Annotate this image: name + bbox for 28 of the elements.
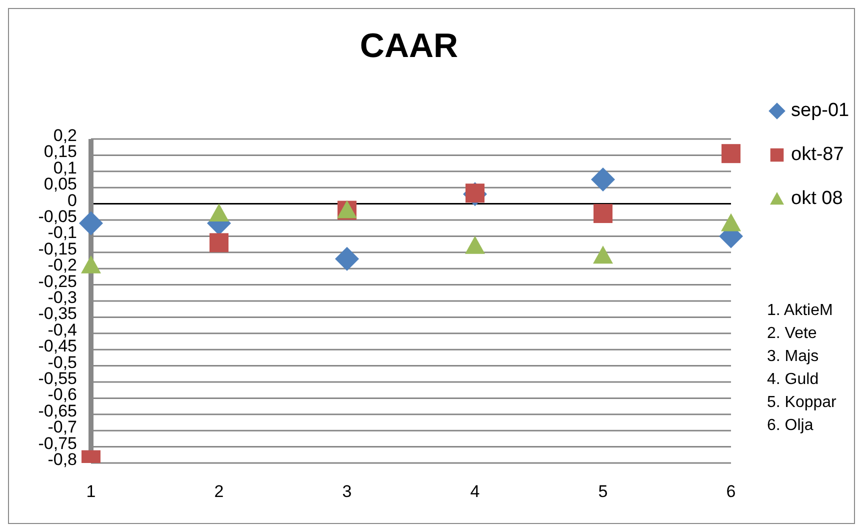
legend-label: okt 08 — [791, 188, 843, 210]
point — [594, 204, 612, 224]
x-tick-label: 1 — [86, 482, 96, 502]
point — [335, 246, 359, 271]
text: 4. Guld — [767, 370, 820, 390]
point — [209, 204, 229, 222]
point — [81, 255, 101, 274]
x-tick-label: 2 — [214, 482, 224, 502]
point — [591, 168, 615, 192]
text: 1. AktieM — [767, 301, 834, 321]
chart-title: CAAR — [358, 27, 460, 66]
text: 5. Koppar — [767, 393, 836, 413]
point — [210, 233, 228, 252]
point — [722, 144, 740, 164]
point — [593, 246, 613, 264]
text: 6. Olja — [767, 416, 814, 436]
legend-label: sep-01 — [791, 100, 850, 122]
point — [465, 236, 485, 254]
x-tick-label: 5 — [598, 482, 608, 502]
x-tick-label: 4 — [470, 482, 480, 502]
x-tick-label: 3 — [342, 482, 352, 502]
text: 2. Vete — [767, 324, 818, 344]
point — [721, 213, 741, 232]
text: 3. Majs — [767, 347, 820, 367]
point — [79, 211, 103, 236]
x-tick-label: 6 — [726, 482, 736, 502]
y-tick-label: -0,8 — [48, 450, 77, 470]
legend-label: okt-87 — [791, 144, 844, 166]
